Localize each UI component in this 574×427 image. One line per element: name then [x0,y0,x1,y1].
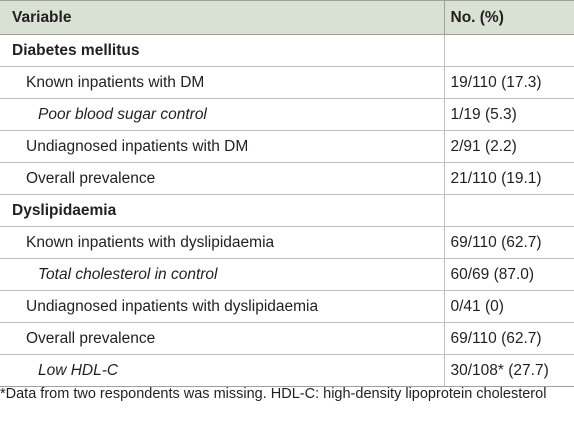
row-label: Known inpatients with dyslipidaemia [0,226,445,259]
row-label: Low HDL-C [0,354,445,387]
row-value: 2/91 (2.2) [444,130,574,163]
row-value: 60/69 (87.0) [444,258,574,291]
header-value: No. (%) [444,0,574,35]
row-label: Overall prevalence [0,162,445,195]
row-value: 69/110 (62.7) [444,322,574,355]
table-row: Overall prevalence 21/110 (19.1) [0,162,574,195]
results-table-container: Variable No. (%) Diabetes mellitus Known… [0,0,574,387]
row-label: Overall prevalence [0,322,445,355]
table-header-row: Variable No. (%) [0,0,574,35]
row-label: Undiagnosed inpatients with DM [0,130,445,163]
table-row: Total cholesterol in control 60/69 (87.0… [0,258,574,291]
table-row: Undiagnosed inpatients with DM 2/91 (2.2… [0,130,574,163]
row-label: Known inpatients with DM [0,66,445,99]
table-row: Known inpatients with DM 19/110 (17.3) [0,66,574,99]
row-label: Undiagnosed inpatients with dyslipidaemi… [0,290,445,323]
section-row-dyslipidaemia: Dyslipidaemia [0,194,574,227]
header-variable: Variable [0,0,445,35]
row-label: Total cholesterol in control [0,258,445,291]
row-value [444,194,574,227]
table-row: Undiagnosed inpatients with dyslipidaemi… [0,290,574,323]
table-footnote: *Data from two respondents was missing. … [0,386,547,402]
table-row: Overall prevalence 69/110 (62.7) [0,322,574,355]
section-row-diabetes: Diabetes mellitus [0,34,574,67]
row-value: 30/108* (27.7) [444,354,574,387]
table-row: Poor blood sugar control 1/19 (5.3) [0,98,574,131]
row-value: 69/110 (62.7) [444,226,574,259]
row-value: 19/110 (17.3) [444,66,574,99]
row-value: 1/19 (5.3) [444,98,574,131]
table-row: Known inpatients with dyslipidaemia 69/1… [0,226,574,259]
row-label: Diabetes mellitus [0,34,445,67]
row-value: 21/110 (19.1) [444,162,574,195]
row-value: 0/41 (0) [444,290,574,323]
row-label: Dyslipidaemia [0,194,445,227]
results-table: Variable No. (%) Diabetes mellitus Known… [0,0,574,387]
row-label: Poor blood sugar control [0,98,445,131]
table-row: Low HDL-C 30/108* (27.7) [0,354,574,387]
row-value [444,34,574,67]
